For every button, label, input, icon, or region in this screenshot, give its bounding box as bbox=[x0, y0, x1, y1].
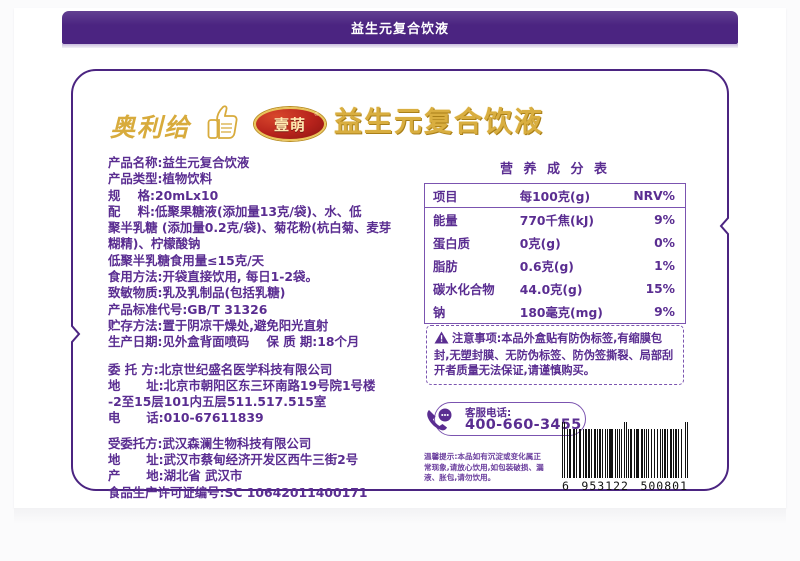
manufacturer-line: 食品生产许可证编号:SC 10642011400171 bbox=[108, 484, 368, 500]
entrusting-party-block: 委 托 方:北京世纪盛名医学科技有限公司 地 址:北京市朝阳区东三环南路19号院… bbox=[108, 362, 408, 427]
nutrient-name: 钠 bbox=[433, 305, 446, 320]
brand-badge-text: 壹萌 bbox=[273, 115, 306, 134]
banner-bottom-edge bbox=[62, 44, 738, 48]
nutrient-name: 蛋白质 bbox=[433, 236, 470, 251]
entrusting-line: 地 址:北京市朝阳区东三环南路19号院1号楼 bbox=[108, 377, 376, 393]
nutrient-amount: 0.6克(g) bbox=[519, 259, 574, 274]
notice-box: 注意事项:本品外盒贴有防伪标签,有缩膜包封,无塑封膜、无防伪标签、防伪签撕裂、局… bbox=[426, 325, 684, 385]
info-line: 聚半乳糖 (添加量0.2克/袋)、菊花粉(杭白菊、麦芽 bbox=[108, 220, 392, 236]
nutrient-name: 脂肪 bbox=[433, 259, 458, 274]
nutrient-amount: 44.0克(g) bbox=[519, 282, 583, 297]
storage-tips-text: 温馨提示:本品如有沉淀或变化属正常现象,请放心饮用,如包装破损、漏液、胀包,请勿… bbox=[424, 452, 544, 482]
product-info-block: 产品名称:益生元复合饮液 产品类型:植物饮料 规 格:20mLx10 配 料:低… bbox=[108, 155, 408, 501]
nutrient-nrv: 0% bbox=[654, 235, 675, 250]
nutrient-amount: 180毫克(mg) bbox=[519, 305, 603, 320]
table-row: 钠 180毫克(mg) 9% bbox=[425, 300, 686, 324]
table-row: 碳水化合物 44.0克(g) 15% bbox=[425, 277, 686, 300]
info-line: 低聚半乳糖食用量≤15克/天 bbox=[108, 252, 265, 268]
nutrient-amount: 770千焦(kJ) bbox=[519, 213, 595, 228]
panel-bottom-shadow bbox=[14, 508, 786, 524]
nutrient-nrv: 15% bbox=[645, 281, 675, 296]
brand-badge-trademark: ® bbox=[314, 112, 319, 118]
table-row: 蛋白质 0克(g) 0% bbox=[425, 231, 686, 254]
info-line: 规 格:20mLx10 bbox=[108, 187, 219, 203]
service-label: 客服电话: bbox=[465, 407, 512, 419]
column-header-nrv: NRV% bbox=[616, 183, 686, 208]
info-line: 产品名称:益生元复合饮液 bbox=[108, 155, 250, 170]
nutrient-name: 能量 bbox=[433, 213, 458, 228]
phone-icon bbox=[425, 407, 455, 433]
table-header-row: 项目 每100克(g) NRV% bbox=[424, 183, 686, 208]
column-header-per100g: 每100克(g) bbox=[515, 183, 617, 208]
top-purple-banner: 益生元复合饮液 bbox=[62, 11, 738, 44]
brand-logo-text: 奥利给 bbox=[110, 113, 192, 142]
info-line: 生产日期:见外盒背面喷码 保 质 期:18个月 bbox=[108, 334, 360, 350]
barcode-bars bbox=[562, 422, 689, 478]
entrusting-line: 委 托 方:北京世纪盛名医学科技有限公司 bbox=[108, 361, 333, 377]
entrusting-line: 电 话:010-67611839 bbox=[108, 410, 264, 426]
warning-triangle-icon bbox=[434, 331, 449, 348]
nutrient-nrv: 9% bbox=[654, 212, 675, 227]
barcode-digit-mid: 953122 bbox=[581, 479, 629, 493]
nutrition-table-title: 营 养 成 分 表 bbox=[499, 162, 611, 177]
thumbs-up-icon bbox=[206, 104, 238, 142]
page-title: 益生元复合饮液 bbox=[334, 105, 545, 138]
info-line: 产品标准代号:GB/T 31326 bbox=[108, 301, 268, 317]
barcode-digits: 6 953122 500801 bbox=[562, 479, 688, 493]
brand-badge: 壹萌 ® bbox=[254, 107, 326, 141]
info-line: 致敏物质:乳及乳制品(包括乳糖) bbox=[108, 285, 286, 301]
column-header-item: 项目 bbox=[424, 183, 516, 208]
nutrient-nrv: 1% bbox=[654, 258, 675, 273]
nutrition-table: 项目 每100克(g) NRV% 能量 770千焦(kJ) 9% 蛋白质 0克(… bbox=[424, 183, 686, 324]
info-line: 贮存方法:置于阴凉干燥处,避免阳光直射 bbox=[108, 317, 329, 333]
table-row: 脂肪 0.6克(g) 1% bbox=[425, 254, 686, 277]
nutrition-table-section: 营 养 成 分 表 项目 每100克(g) NRV% 能量 770千焦(kJ) … bbox=[424, 158, 686, 324]
info-line: 产品类型:植物饮料 bbox=[108, 171, 213, 187]
header-row: 奥利给 壹萌 ® 益生元复合饮液 bbox=[106, 96, 706, 148]
brand-logo: 奥利给 bbox=[110, 102, 240, 144]
nutrient-nrv: 9% bbox=[654, 304, 675, 319]
nutrient-name: 碳水化合物 bbox=[433, 282, 495, 297]
banner-gloss bbox=[62, 11, 738, 25]
top-banner-title: 益生元复合饮液 bbox=[350, 22, 449, 37]
customer-service-pill[interactable]: 客服电话: 400-660-3455 bbox=[427, 402, 586, 436]
info-line: 配 料:低聚果糖液(添加量13克/袋)、水、低 bbox=[108, 203, 362, 219]
info-line: 糊精)、柠檬酸钠 bbox=[108, 236, 201, 252]
manufacturer-line: 地 址:武汉市蔡甸经济开发区西牛三街2号 bbox=[108, 452, 359, 468]
info-line: 食用方法:开袋直接饮用, 每日1-2袋。 bbox=[108, 269, 318, 285]
manufacturer-line: 产 地:湖北省 武汉市 bbox=[108, 468, 243, 484]
service-phone-number[interactable]: 400-660-3455 bbox=[465, 417, 582, 433]
manufacturer-line: 受委托方:武汉森澜生物科技有限公司 bbox=[108, 435, 312, 451]
table-row: 能量 770千焦(kJ) 9% bbox=[425, 208, 686, 232]
nutrient-amount: 0克(g) bbox=[519, 236, 561, 251]
barcode: 6 953122 500801 bbox=[562, 422, 689, 493]
manufacturer-block: 受委托方:武汉森澜生物科技有限公司 地 址:武汉市蔡甸经济开发区西牛三街2号 产… bbox=[108, 436, 408, 501]
notice-text: 注意事项:本品外盒贴有防伪标签,有缩膜包封,无塑封膜、无防伪标签、防伪签撕裂、局… bbox=[434, 332, 674, 377]
barcode-digit-left: 6 bbox=[562, 479, 570, 493]
product-info-lines: 产品名称:益生元复合饮液 产品类型:植物饮料 规 格:20mLx10 配 料:低… bbox=[108, 155, 408, 351]
entrusting-line: -2至15层101内五层511.517.515室 bbox=[108, 394, 327, 410]
barcode-digit-right: 500801 bbox=[640, 479, 688, 493]
